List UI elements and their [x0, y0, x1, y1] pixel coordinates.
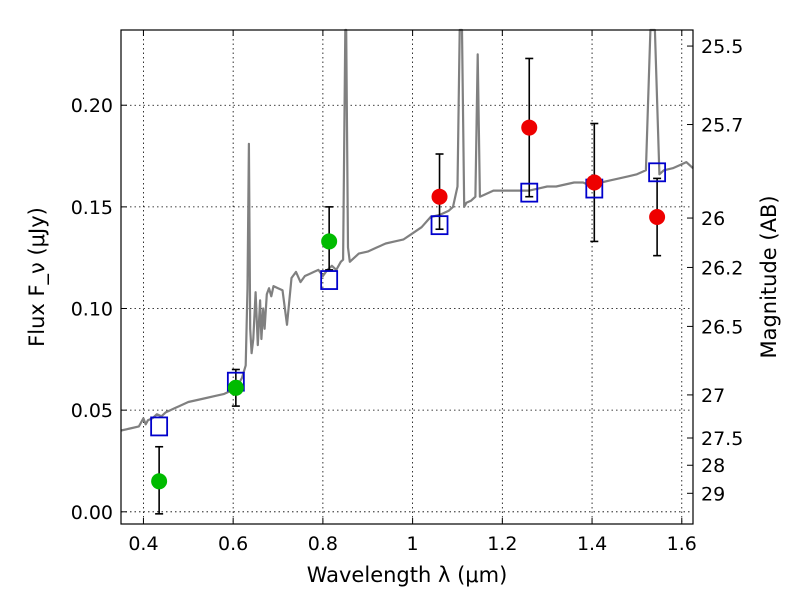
model-photometry-square [320, 270, 339, 290]
plot-frame [120, 29, 694, 525]
observed-point [227, 379, 244, 396]
y-tick-label: 0.05 [71, 400, 113, 422]
model-photometry-layer [150, 162, 667, 437]
observed-point [321, 233, 338, 250]
x-tick-label: 1.2 [487, 533, 517, 555]
observed-point [431, 188, 448, 205]
axes: 0.4 0.6 0.8 1 1.2 1.4 1.6 0.00 0.05 0.10 0.15 0.20 2… [71, 30, 743, 555]
observed-point [521, 119, 538, 136]
x-axis-label: Wavelength λ (μm) [307, 563, 508, 587]
y-tick-label: 0.20 [71, 95, 113, 117]
y-tick-label: 0.10 [71, 299, 113, 321]
x-tick-label: 0.6 [218, 533, 248, 555]
x-tick-label: 1.6 [667, 533, 697, 555]
y2-tick-label: 26.2 [701, 257, 743, 279]
observed-photometry-layer [151, 119, 666, 490]
x-tick-label: 1 [407, 533, 419, 555]
error-bar-layer [155, 57, 662, 515]
observed-point [151, 473, 168, 490]
model-spectrum-layer [120, 28, 694, 432]
y2-tick-label: 27 [701, 385, 725, 407]
y2-tick-label: 26.5 [701, 316, 743, 338]
y2-tick-label: 29 [701, 483, 725, 505]
model-photometry-square [648, 162, 667, 183]
y2-tick-label: 25.7 [701, 115, 743, 137]
y2-tick-label: 28 [701, 455, 725, 477]
grid [121, 30, 693, 524]
observed-point [586, 174, 603, 191]
model-photometry-square [520, 182, 539, 203]
y2-tick-label: 26 [701, 208, 725, 230]
model-photometry-square [430, 215, 449, 236]
x-tick-label: 1.4 [577, 533, 607, 555]
model-spectrum-line [120, 28, 694, 432]
x-tick-label: 0.4 [128, 533, 158, 555]
model-photometry-square [150, 416, 169, 437]
y-tick-label: 0.15 [71, 197, 113, 219]
y-tick-label: 0.00 [71, 502, 113, 524]
x-tick-label: 0.8 [308, 533, 338, 555]
y2-axis-label: Magnitude (AB) [757, 195, 781, 358]
y2-tick-label: 27.5 [701, 428, 743, 450]
y-axis-label: Flux F_ν (μJy) [25, 207, 50, 347]
y2-tick-label: 25.5 [701, 36, 743, 58]
observed-point [649, 209, 666, 226]
